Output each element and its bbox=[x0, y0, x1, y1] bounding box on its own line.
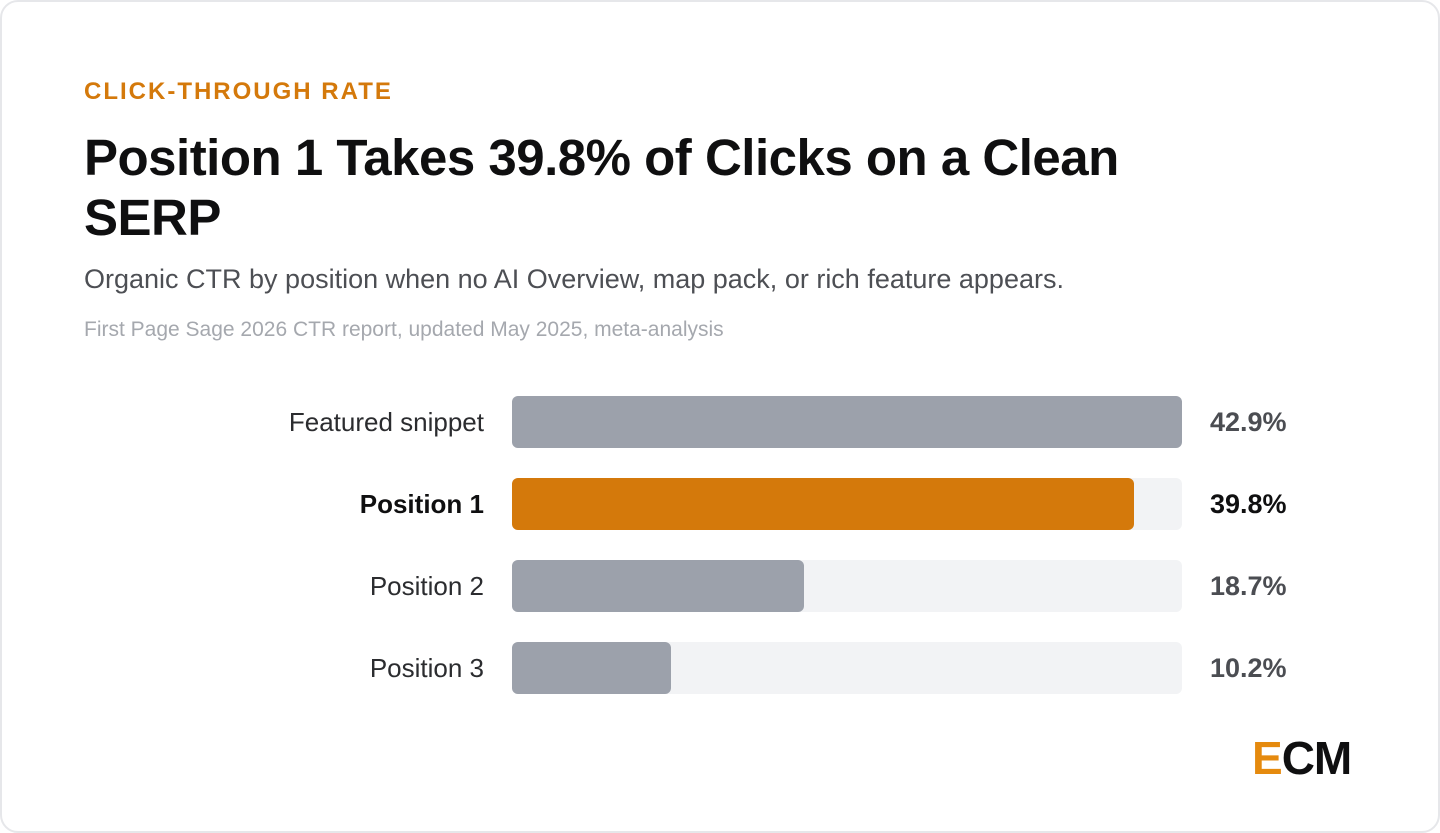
chart-source: First Page Sage 2026 CTR report, updated… bbox=[84, 318, 724, 341]
brand-logo: ECM bbox=[1252, 732, 1353, 784]
value-label: 39.8% bbox=[1210, 489, 1287, 519]
value-label: 10.2% bbox=[1210, 653, 1287, 683]
bar-track bbox=[512, 560, 1182, 612]
bar-track bbox=[512, 478, 1182, 530]
bar-track bbox=[512, 396, 1182, 448]
logo-letter-e: E bbox=[1252, 732, 1283, 784]
bar bbox=[512, 560, 804, 612]
category-label: Position 2 bbox=[369, 571, 484, 601]
value-label: 18.7% bbox=[1210, 571, 1287, 601]
category-label: Featured snippet bbox=[288, 407, 484, 437]
bar bbox=[512, 642, 671, 694]
bar-track bbox=[512, 642, 1182, 694]
eyebrow-label: CLICK-THROUGH RATE bbox=[84, 78, 393, 105]
bar bbox=[512, 478, 1134, 530]
value-label: 42.9% bbox=[1210, 407, 1287, 437]
logo-letters-cm: CM bbox=[1281, 732, 1353, 784]
chart-subtitle: Organic CTR by position when no AI Overv… bbox=[84, 264, 1064, 294]
chart-title: Position 1 Takes 39.8% of Clicks on a Cl… bbox=[84, 129, 1119, 246]
category-label: Position 3 bbox=[369, 653, 484, 683]
bar bbox=[512, 396, 1182, 448]
category-label: Position 1 bbox=[359, 489, 484, 519]
